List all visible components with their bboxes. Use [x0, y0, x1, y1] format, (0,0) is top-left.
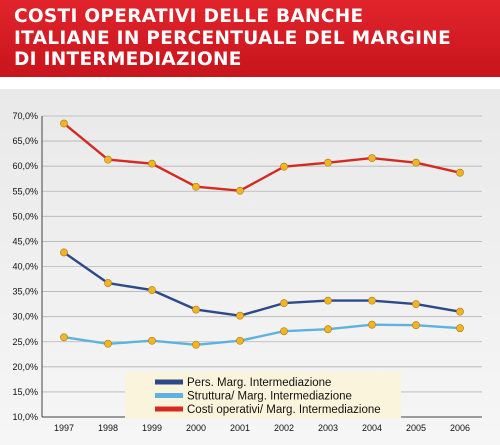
series-costi-point: [148, 159, 156, 168]
series-pers-point: [412, 300, 420, 309]
x-tick-label: 2006: [450, 423, 470, 433]
x-tick-label: 2002: [274, 423, 294, 433]
series-costi-point: [192, 182, 200, 191]
line-chart: 10,0% 15,0% 20,0% 25,0% 30,0% 35,0% 40,0% 45,0%…: [12, 111, 482, 433]
x-tick-label: 2004: [362, 423, 382, 433]
series-costi-point: [324, 158, 332, 167]
series-struttura-line: [63, 323, 461, 347]
series-pers-point: [104, 279, 112, 287]
series-costi-point: [60, 119, 68, 128]
y-tick-label: 65,0%: [12, 136, 38, 146]
y-tick-label: 15,0%: [12, 387, 38, 397]
series-pers-point: [236, 311, 244, 320]
series-lines: [63, 122, 461, 347]
series-pers-legend-swatch: [155, 379, 183, 385]
series-costi-line: [63, 122, 461, 192]
series-struttura-legend-swatch: [155, 393, 183, 398]
x-tick-label: 1997: [54, 423, 74, 433]
y-tick-label: 20,0%: [12, 362, 38, 372]
series-struttura-point: [192, 340, 200, 349]
series-struttura-point: [412, 321, 420, 330]
series-costi-point: [104, 155, 112, 164]
series-costi-point: [236, 186, 244, 195]
chart-title: COSTI OPERATIVI DELLE BANCHE ITALIANE IN…: [14, 6, 452, 70]
series-struttura-point: [236, 336, 244, 345]
series-struttura-point: [60, 333, 68, 342]
series-pers-point: [324, 296, 332, 305]
series-struttura-point: [456, 324, 464, 333]
series-struttura-point: [324, 325, 332, 334]
y-tick-label: 40,0%: [12, 262, 38, 272]
y-tick-label: 50,0%: [12, 211, 38, 221]
chart-panel: 10,0% 15,0% 20,0% 25,0% 30,0% 35,0% 40,0% 45,0%…: [0, 89, 500, 445]
y-tick-label: 55,0%: [12, 186, 38, 196]
series-pers-point: [368, 296, 376, 305]
y-tick-label: 60,0%: [12, 161, 38, 171]
series-struttura-point: [280, 327, 288, 336]
series-struttura-point: [368, 320, 376, 329]
series-struttura-legend-label: Struttura/ Marg. Intermediazione: [187, 391, 352, 403]
legend: Pers. Marg. Intermediazione Struttura/ Ma…: [125, 372, 401, 419]
series-pers-point: [148, 286, 156, 294]
x-tick-label: 1998: [98, 423, 118, 433]
series-costi-point: [412, 158, 420, 167]
x-axis-labels: 1997 1998 1999 2000 2001 2002 2003 2004 2005 2006: [54, 423, 470, 433]
y-tick-label: 70,0%: [12, 111, 38, 121]
y-axis-labels: 10,0% 15,0% 20,0% 25,0% 30,0% 35,0% 40,0% 45,0%…: [12, 111, 38, 422]
series-pers-point: [60, 248, 68, 257]
series-costi-legend-label: Costi operativi/ Marg. Intermediazione: [187, 404, 381, 416]
x-tick-label: 2001: [230, 423, 250, 433]
title-banner: COSTI OPERATIVI DELLE BANCHE ITALIANE IN…: [0, 0, 500, 77]
series-pers-point: [192, 305, 200, 314]
y-tick-label: 10,0%: [12, 412, 38, 422]
series-struttura-point: [104, 339, 112, 348]
series-costi-point: [368, 154, 376, 163]
y-tick-label: 45,0%: [12, 236, 38, 246]
series-pers-line: [63, 251, 461, 317]
y-tick-label: 30,0%: [12, 312, 38, 322]
series-costi-point: [280, 162, 288, 171]
gridlines: [41, 115, 482, 418]
series-costi-point: [456, 168, 464, 177]
y-tick-label: 35,0%: [12, 287, 38, 297]
x-tick-label: 2003: [318, 423, 338, 433]
series-pers-legend-label: Pers. Marg. Intermediazione: [187, 377, 331, 389]
x-tick-label: 2000: [186, 423, 206, 433]
y-tick-label: 25,0%: [12, 337, 38, 347]
series-costi-legend-swatch: [155, 406, 183, 412]
x-tick-label: 1999: [142, 423, 162, 433]
series-markers: [60, 119, 464, 349]
x-tick-label: 2005: [406, 423, 426, 433]
series-pers-point: [280, 299, 288, 308]
series-struttura-point: [148, 336, 156, 345]
series-pers-point: [456, 307, 464, 316]
